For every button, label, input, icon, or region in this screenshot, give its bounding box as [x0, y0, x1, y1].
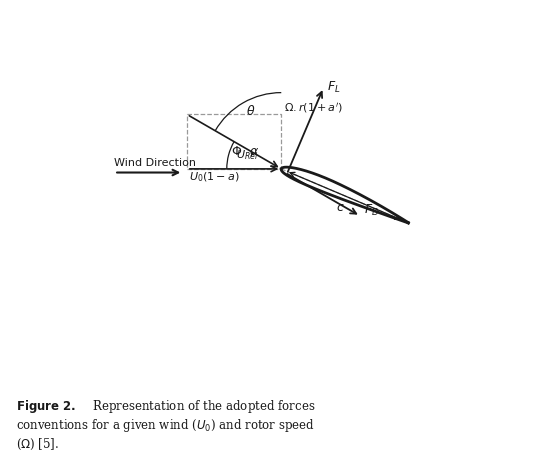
Text: $U_0(1-a)$: $U_0(1-a)$ [189, 171, 239, 184]
Text: Wind Direction: Wind Direction [114, 158, 196, 168]
Text: $F_D$: $F_D$ [364, 203, 380, 218]
Text: $\Phi$: $\Phi$ [231, 145, 242, 158]
Text: $\theta$: $\theta$ [247, 104, 256, 118]
Text: $\Omega.r(1+a')$: $\Omega.r(1+a')$ [284, 101, 343, 115]
Text: $U_{Rel}$: $U_{Rel}$ [236, 148, 258, 162]
Text: $\mathbf{Figure\ 2.}$    Representation of the adopted forces
conventions for a : $\mathbf{Figure\ 2.}$ Representation of … [16, 398, 316, 452]
Text: c: c [336, 201, 343, 214]
Text: $\alpha$: $\alpha$ [249, 145, 259, 158]
Text: $F_L$: $F_L$ [327, 80, 341, 95]
